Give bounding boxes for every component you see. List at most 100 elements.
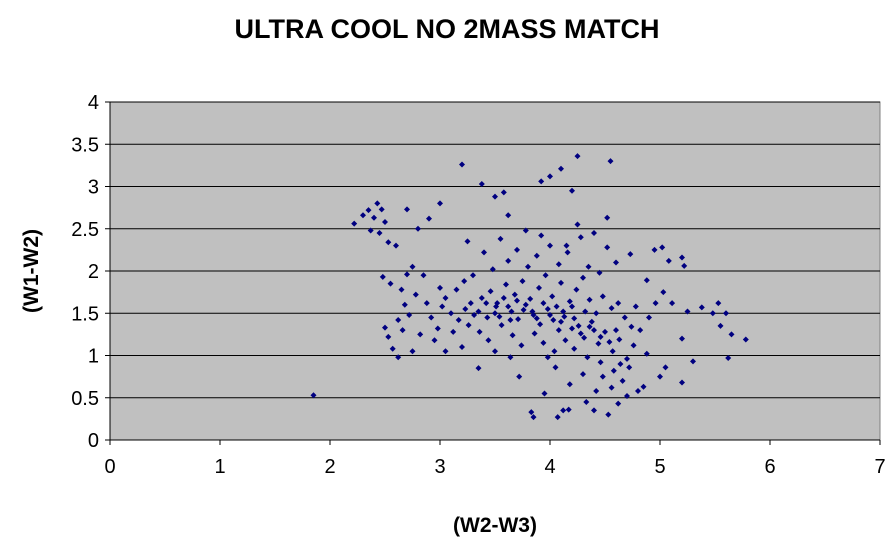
y-axis-title: (W1-W2) (20, 229, 43, 313)
y-tick-labels: 0 0.5 1 1.5 2 2.5 3 3.5 4 (71, 92, 99, 452)
data-point-89 (537, 321, 544, 328)
data-point-176 (538, 232, 545, 239)
data-point-70 (605, 411, 612, 418)
data-point-198 (492, 310, 498, 317)
data-point-119 (580, 274, 586, 281)
data-point-150 (577, 234, 584, 241)
data-point-36 (669, 300, 676, 307)
data-point-147 (547, 242, 553, 249)
data-point-210 (520, 306, 527, 313)
data-point-76 (442, 348, 449, 355)
data-point-143 (505, 257, 512, 264)
data-point-0 (310, 392, 317, 399)
axes (105, 101, 881, 445)
data-point-122 (599, 293, 606, 300)
data-point-181 (401, 301, 408, 308)
data-point-179 (442, 295, 449, 302)
data-point-209 (507, 317, 514, 324)
data-point-49 (662, 364, 669, 371)
data-point-30 (659, 244, 666, 251)
data-point-65 (530, 414, 537, 421)
data-point-87 (522, 301, 529, 308)
data-point-192 (608, 384, 615, 391)
x-tick-label-4: 4 (544, 456, 555, 478)
x-tick-label-2: 2 (324, 456, 335, 478)
data-point-116 (558, 279, 564, 286)
data-point-112 (527, 295, 534, 302)
y-tick-label-2: 1 (88, 346, 99, 368)
x-tick-label-6: 6 (764, 456, 775, 478)
data-point-183 (399, 327, 406, 334)
data-point-5 (374, 200, 381, 207)
data-point-194 (593, 387, 600, 394)
data-point-6 (378, 206, 385, 213)
data-point-13 (415, 225, 421, 232)
data-point-52 (385, 333, 392, 340)
data-point-33 (681, 262, 688, 269)
data-point-85 (508, 308, 515, 315)
data-point-201 (529, 308, 536, 315)
data-point-127 (476, 328, 483, 335)
data-point-152 (596, 269, 603, 276)
data-point-78 (450, 328, 457, 335)
data-point-110 (511, 291, 518, 298)
data-point-169 (481, 249, 487, 256)
data-point-95 (575, 322, 582, 329)
data-point-2 (360, 212, 366, 219)
data-point-3 (365, 207, 372, 214)
data-point-82 (484, 314, 491, 321)
data-point-61 (404, 271, 410, 278)
data-point-14 (426, 215, 432, 222)
data-point-168 (470, 272, 476, 279)
x-tick-label-1: 1 (214, 456, 225, 478)
data-point-151 (585, 263, 592, 270)
data-point-173 (591, 229, 597, 236)
data-point-4 (371, 214, 377, 221)
data-point-131 (518, 342, 525, 349)
x-tick-label-0: 0 (104, 456, 115, 478)
data-points (310, 153, 749, 421)
data-point-21 (538, 178, 545, 185)
data-point-77 (459, 344, 465, 351)
data-point-216 (586, 323, 593, 330)
data-point-164 (615, 300, 622, 307)
data-point-69 (591, 407, 597, 414)
data-point-212 (547, 311, 553, 318)
data-point-141 (626, 364, 633, 371)
data-point-134 (551, 348, 558, 355)
data-point-145 (525, 263, 531, 270)
y-tick-label-6: 3 (88, 177, 99, 199)
data-point-160 (646, 314, 652, 321)
data-point-22 (547, 173, 553, 180)
data-point-115 (549, 293, 556, 300)
data-point-42 (717, 322, 724, 329)
data-point-15 (437, 200, 443, 207)
data-point-102 (624, 355, 630, 362)
data-point-74 (516, 373, 523, 380)
data-point-1 (351, 220, 358, 227)
data-point-55 (409, 348, 416, 355)
y-tick-label-0: 0 (88, 430, 99, 452)
data-point-106 (478, 295, 485, 302)
data-point-28 (627, 251, 634, 258)
data-point-26 (607, 158, 614, 165)
data-point-171 (497, 235, 504, 242)
data-point-9 (382, 218, 388, 225)
data-point-56 (382, 324, 388, 331)
x-tick-label-5: 5 (654, 456, 665, 478)
data-point-45 (725, 355, 732, 362)
data-point-37 (684, 308, 691, 315)
data-point-205 (571, 315, 578, 322)
data-point-157 (423, 300, 430, 307)
data-point-162 (632, 303, 639, 310)
data-point-100 (609, 348, 616, 355)
data-point-114 (542, 272, 549, 279)
data-point-133 (540, 339, 547, 346)
data-point-90 (544, 306, 551, 313)
y-tick-label-7: 3.5 (71, 134, 99, 156)
data-point-35 (660, 289, 667, 296)
data-point-111 (519, 278, 526, 285)
data-point-195 (617, 360, 624, 367)
data-point-158 (417, 331, 424, 338)
